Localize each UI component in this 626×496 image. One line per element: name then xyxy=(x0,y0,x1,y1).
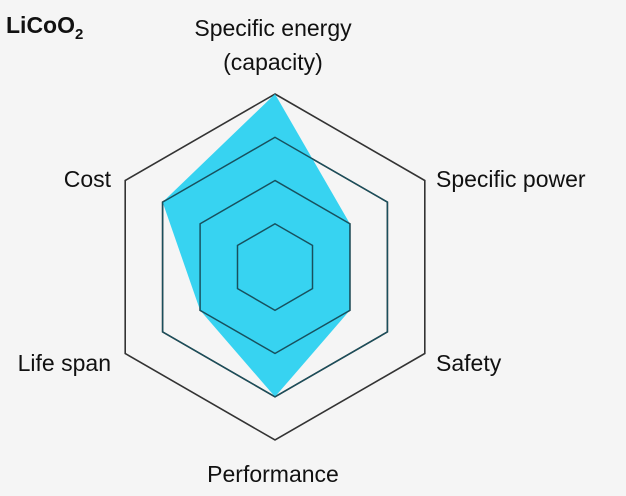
grid-ring-overlay-3 xyxy=(161,136,389,398)
axis-labels: Specific energy (capacity) Specific power S… xyxy=(18,15,586,487)
axis-label-line: Life span xyxy=(18,350,111,376)
radar-series xyxy=(161,94,389,398)
grid-ring-overlay-1 xyxy=(236,222,314,312)
axis-label-specific-power: Specific power xyxy=(436,166,586,192)
axis-label-specific-energy: Specific energy (capacity) xyxy=(194,15,352,75)
axis-label-line: Specific energy xyxy=(194,15,352,41)
axis-label-life-span: Life span xyxy=(18,350,111,376)
axis-label-performance: Performance xyxy=(207,461,339,487)
axis-label-cost: Cost xyxy=(64,166,112,192)
chart-title-subscript: 2 xyxy=(75,26,83,43)
axis-label-line: (capacity) xyxy=(223,49,323,75)
grid-ring-overlay-2 xyxy=(199,179,351,355)
data-area xyxy=(162,94,350,397)
axis-label-line: Performance xyxy=(207,461,339,487)
chart-title: LiCoO2 xyxy=(6,12,83,43)
axis-label-line: Specific power xyxy=(436,166,586,192)
axis-label-safety: Safety xyxy=(436,350,502,376)
axis-label-line: Cost xyxy=(64,166,112,192)
grid-ring-4 xyxy=(124,93,426,441)
axis-label-line: Safety xyxy=(436,350,502,376)
chart-title-main: LiCoO xyxy=(6,12,75,38)
